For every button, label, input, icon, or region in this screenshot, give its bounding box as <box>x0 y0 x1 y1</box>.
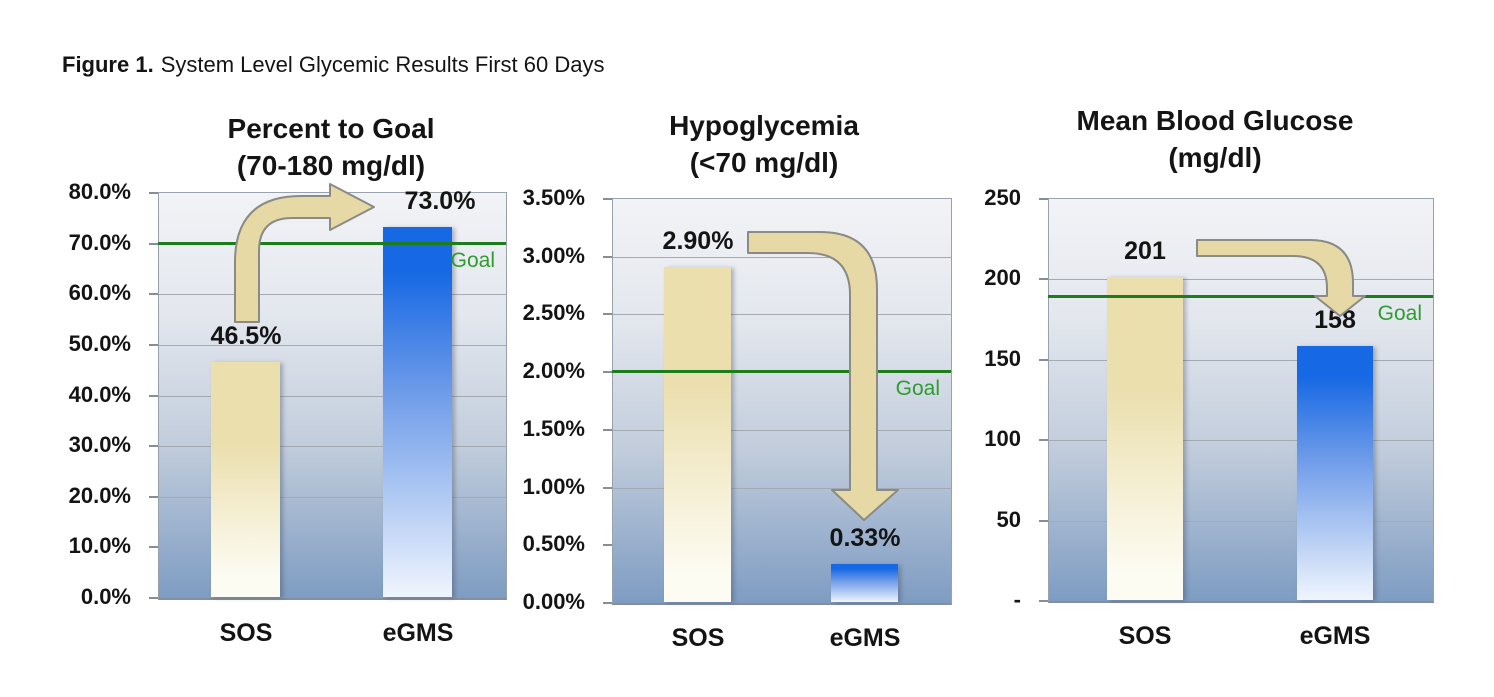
y-axis-tick <box>149 344 158 346</box>
y-axis-tick <box>603 313 612 315</box>
y-tick-label: 30.0% <box>68 432 131 457</box>
y-tick-label: 2.00% <box>522 358 585 383</box>
y-axis-tick <box>1039 278 1048 280</box>
gridline <box>159 547 506 548</box>
y-axis-tick <box>149 243 158 245</box>
bar-sos <box>211 362 280 597</box>
y-tick-label: 80.0% <box>68 179 131 204</box>
y-axis-tick <box>1039 600 1048 602</box>
category-label-egms: eGMS <box>1299 622 1371 650</box>
gridline <box>159 446 506 447</box>
y-axis-tick <box>149 395 158 397</box>
y-axis-tick <box>1039 359 1048 361</box>
chart-title-line2: (<70 mg/dl) <box>689 147 839 178</box>
y-tick-label: 50.0% <box>68 331 131 356</box>
y-axis-tick <box>603 602 612 604</box>
figure-title-text: System Level Glycemic Results First 60 D… <box>160 52 605 77</box>
category-label-egms: eGMS <box>829 624 901 652</box>
chart-title-line1: Mean Blood Glucose <box>1076 105 1354 136</box>
y-tick-label: 3.50% <box>522 185 585 210</box>
gridline <box>1049 521 1433 522</box>
y-tick-label: 60.0% <box>68 280 131 305</box>
bar-egms <box>383 227 452 597</box>
y-axis-tick <box>149 293 158 295</box>
y-tick-label: - <box>1013 587 1021 612</box>
value-label-sos: 201 <box>1124 237 1166 265</box>
chart-title-line1: Hypoglycemia <box>669 110 859 141</box>
y-tick-label: 0.00% <box>522 589 585 614</box>
bar-egms <box>1297 346 1373 600</box>
goal-label: Goal <box>895 377 940 400</box>
category-label-sos: SOS <box>1118 622 1172 650</box>
chart-title-line2: (70-180 mg/dl) <box>236 150 426 181</box>
y-tick-label: 70.0% <box>68 230 131 255</box>
y-axis-tick <box>603 256 612 258</box>
y-tick-label: 0.50% <box>522 531 585 556</box>
goal-line <box>1048 295 1433 298</box>
bar-egms <box>831 564 898 602</box>
y-tick-label: 10.0% <box>68 533 131 558</box>
gridline <box>159 345 506 346</box>
y-tick-label: 3.00% <box>522 243 585 268</box>
category-label-egms: eGMS <box>382 619 454 647</box>
gridline <box>1049 440 1433 441</box>
y-tick-label: 20.0% <box>68 483 131 508</box>
y-axis-tick <box>603 487 612 489</box>
plot-area <box>1048 198 1434 603</box>
y-axis-tick <box>603 371 612 373</box>
y-tick-label: 100 <box>984 426 1021 451</box>
y-tick-label: 0.0% <box>80 584 131 609</box>
value-label-egms: 73.0% <box>404 187 476 215</box>
y-tick-label: 2.50% <box>522 300 585 325</box>
y-axis-tick <box>603 429 612 431</box>
gridline <box>159 396 506 397</box>
y-tick-label: 1.50% <box>522 416 585 441</box>
y-axis-tick <box>149 546 158 548</box>
y-axis-tick <box>149 496 158 498</box>
gridline <box>1049 360 1433 361</box>
chart-title: Mean Blood Glucose (mg/dl) <box>985 102 1445 176</box>
chart-title: Percent to Goal (70-180 mg/dl) <box>101 110 561 184</box>
y-tick-label: 50 <box>996 507 1021 532</box>
category-label-sos: SOS <box>671 624 725 652</box>
value-label-egms: 158 <box>1314 306 1356 334</box>
y-axis-tick <box>149 445 158 447</box>
y-axis-tick <box>149 192 158 194</box>
y-tick-label: 1.00% <box>522 474 585 499</box>
y-axis-tick <box>603 198 612 200</box>
category-label-sos: SOS <box>219 619 273 647</box>
figure-title: Figure 1. System Level Glycemic Results F… <box>62 52 604 78</box>
y-axis-tick <box>1039 198 1048 200</box>
goal-label: Goal <box>1377 302 1422 325</box>
y-axis-tick <box>603 544 612 546</box>
value-label-sos: 2.90% <box>662 227 734 255</box>
chart-title-line1: Percent to Goal <box>227 113 435 144</box>
y-tick-label: 250 <box>984 185 1021 210</box>
gridline <box>613 545 951 546</box>
bar-sos <box>1107 277 1183 600</box>
y-axis-tick <box>1039 520 1048 522</box>
value-label-sos: 46.5% <box>210 322 282 350</box>
value-label-egms: 0.33% <box>829 524 901 552</box>
chart-title: Hypoglycemia (<70 mg/dl) <box>534 107 994 181</box>
y-tick-label: 150 <box>984 346 1021 371</box>
y-tick-label: 40.0% <box>68 382 131 407</box>
gridline <box>159 497 506 498</box>
y-axis-tick <box>1039 439 1048 441</box>
goal-label: Goal <box>450 249 495 272</box>
figure-label: Figure 1. <box>62 52 154 77</box>
bar-sos <box>664 267 731 602</box>
chart-title-line2: (mg/dl) <box>1168 142 1262 173</box>
y-tick-label: 200 <box>984 265 1021 290</box>
y-axis-tick <box>149 597 158 599</box>
